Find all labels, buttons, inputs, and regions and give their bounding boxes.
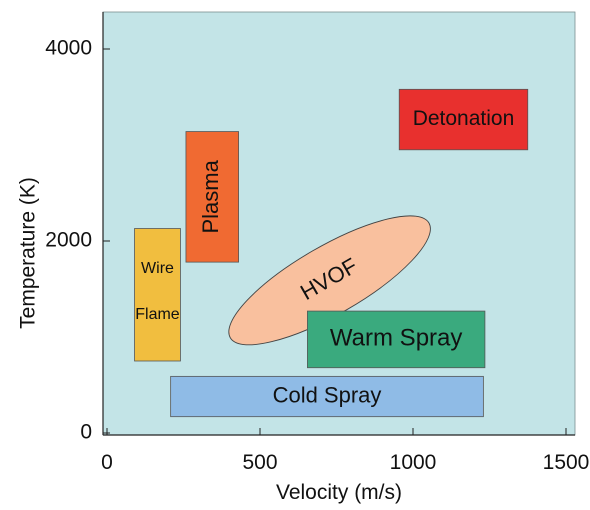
region-detonation-box	[398, 88, 529, 151]
region-wire-flame-label-line: Wire	[141, 260, 174, 277]
region-hvof-ellipse	[228, 215, 431, 346]
region-wire-flame: Wire Flame	[134, 228, 181, 362]
y-axis-label: Temperature (K)	[17, 177, 40, 329]
region-cold-spray-box	[170, 375, 484, 418]
region-warm-spray-box	[307, 310, 486, 369]
region-plasma-box	[185, 131, 239, 263]
region-wire-flame-label-line: Flame	[135, 306, 180, 323]
y-tick-label: 2000	[45, 229, 92, 252]
region-wire-flame-box	[134, 228, 181, 362]
region-plasma: Plasma	[185, 131, 239, 263]
region-detonation-label: Detonation	[413, 107, 515, 130]
x-tick-label: 1000	[390, 451, 437, 474]
region-cold-spray: Cold Spray	[170, 375, 484, 418]
region-hvof: HVOF	[228, 215, 431, 346]
plot-area	[103, 12, 575, 435]
x-tick-label: 0	[101, 451, 113, 474]
region-detonation: Detonation	[398, 88, 529, 151]
y-tick-label: 0	[80, 421, 92, 444]
x-axis-label: Velocity (m/s)	[276, 481, 402, 504]
region-warm-spray: Warm Spray	[307, 310, 486, 369]
region-plasma-label: Plasma	[198, 159, 223, 233]
x-tick-label: 500	[242, 451, 277, 474]
x-tick-label: 1500	[543, 451, 590, 474]
y-tick-label: 4000	[45, 37, 92, 60]
region-cold-spray-label: Cold Spray	[273, 382, 382, 407]
region-warm-spray-label: Warm Spray	[330, 325, 462, 352]
